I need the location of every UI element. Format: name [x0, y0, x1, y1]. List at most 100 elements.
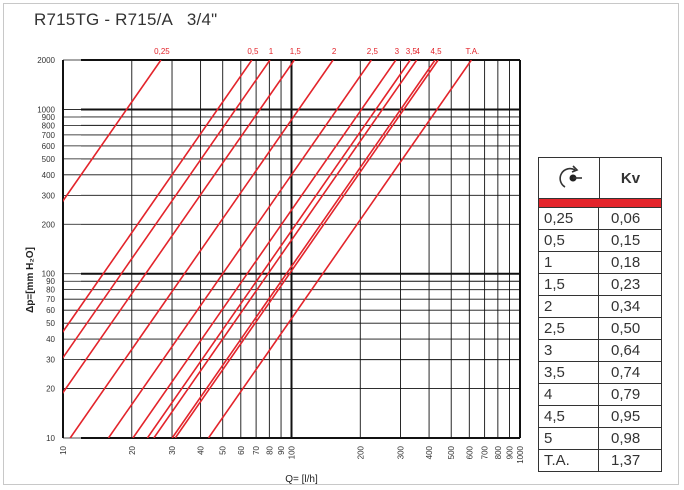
x-tick-label: 70 — [252, 445, 261, 454]
x-tick-label: 200 — [356, 445, 365, 459]
kv-value-cell: 0,79 — [611, 386, 641, 403]
kv-turns-cell: 4 — [539, 384, 599, 405]
curve-5 — [174, 60, 439, 438]
valve-turns-icon — [539, 158, 600, 198]
kv-turns-cell: 1 — [539, 252, 599, 273]
y-tick-label: 800 — [42, 121, 56, 130]
x-tick-label: 40 — [197, 445, 206, 454]
curve-label: 1,5 — [290, 47, 302, 56]
curve-45 — [171, 60, 436, 438]
curve-label: 4,5 — [430, 47, 442, 56]
curve-1 — [63, 60, 271, 359]
kv-turns-cell: 3,5 — [539, 362, 599, 383]
kv-table-row: T.A. 1,37 — [539, 450, 661, 471]
kv-value-cell: 0,74 — [611, 364, 641, 381]
kv-table-row: 5 0,98 — [539, 428, 661, 450]
curve-label: 4 — [416, 47, 421, 56]
curve-05 — [63, 60, 253, 333]
x-tick-label: 10 — [59, 445, 68, 454]
kv-turns-cell: 0,25 — [539, 208, 599, 229]
curve-label: T.A. — [465, 47, 479, 56]
kv-turns-cell: 0,5 — [539, 230, 599, 251]
curve-label: 1 — [269, 47, 274, 56]
kv-turns-cell: 2,5 — [539, 318, 599, 339]
curve-label: 3 — [395, 47, 400, 56]
kv-value-cell: 0,50 — [611, 320, 641, 337]
kv-table: Kv 0,25 0,06 0,5 0,15 1 0,18 1,5 0,23 2 0,34 2,5 0,… — [538, 157, 662, 472]
kv-turns-cell: 3 — [539, 340, 599, 361]
curve-label: 0,5 — [247, 47, 259, 56]
kv-turns-cell: 2 — [539, 296, 599, 317]
x-tick-label: 500 — [447, 445, 456, 459]
y-tick-label: 700 — [42, 131, 56, 140]
x-tick-label: 80 — [265, 445, 274, 454]
y-tick-label: 80 — [46, 286, 55, 295]
y-axis-label: Δp=[mm H₂O] — [25, 247, 36, 313]
x-tick-label: 100 — [288, 445, 297, 459]
y-tick-label: 30 — [46, 356, 55, 365]
curve-3 — [132, 60, 397, 438]
curve-label: 2 — [332, 47, 337, 56]
kv-turns-cell: 5 — [539, 428, 599, 449]
curve-label: 3,5 — [406, 47, 418, 56]
kv-turns-cell: 1,5 — [539, 274, 599, 295]
y-tick-label: 2000 — [37, 56, 55, 65]
x-tick-label: 50 — [219, 445, 228, 454]
x-tick-label: 700 — [481, 445, 490, 459]
kv-table-row: 2,5 0,50 — [539, 318, 661, 340]
curve-35 — [146, 60, 411, 438]
x-tick-label: 400 — [425, 445, 434, 459]
chart-title: R715TG - R715/A 3/4" — [34, 10, 218, 29]
x-tick-label: 800 — [494, 445, 503, 459]
y-tick-label: 500 — [42, 155, 56, 164]
curve-15 — [63, 60, 295, 394]
kv-turns-cell: 4,5 — [539, 406, 599, 427]
kv-value-cell: 0,06 — [611, 210, 641, 227]
y-tick-label: 100 — [42, 270, 56, 279]
x-tick-label: 1000 — [516, 445, 525, 463]
kv-value-cell: 0,23 — [611, 276, 641, 293]
curve-4 — [153, 60, 418, 438]
curve-TA — [207, 60, 473, 438]
y-tick-label: 70 — [46, 295, 55, 304]
y-tick-label: 400 — [42, 171, 56, 180]
kv-table-row: 4 0,79 — [539, 384, 661, 406]
y-tick-label: 40 — [46, 335, 55, 344]
kv-table-row: 1,5 0,23 — [539, 274, 661, 296]
kv-value-cell: 0,95 — [611, 408, 641, 425]
kv-value-cell: 1,37 — [611, 452, 641, 469]
y-tick-label: 1000 — [37, 105, 55, 114]
kv-table-row: 2 0,34 — [539, 296, 661, 318]
y-tick-label: 900 — [42, 113, 56, 122]
curve-25 — [107, 60, 373, 438]
x-tick-label: 600 — [465, 445, 474, 459]
y-tick-label: 300 — [42, 191, 56, 200]
curve-025 — [63, 60, 162, 203]
kv-turns-cell: T.A. — [539, 450, 599, 471]
chart-frame — [3, 3, 679, 485]
x-tick-label: 60 — [237, 445, 246, 454]
y-tick-label: 600 — [42, 142, 56, 151]
kv-header-label: Kv — [620, 169, 641, 187]
y-tick-label: 90 — [46, 277, 55, 286]
x-tick-label: 300 — [397, 445, 406, 459]
y-tick-label: 50 — [46, 319, 55, 328]
kv-value-cell: 0,15 — [611, 232, 641, 249]
y-tick-label: 10 — [46, 434, 55, 443]
x-axis-label: Q= [l/h] — [285, 474, 318, 485]
kv-table-header: Kv — [539, 158, 661, 199]
y-tick-label: 20 — [46, 385, 55, 394]
curve-2 — [69, 60, 334, 438]
kv-table-row: 3 0,64 — [539, 340, 661, 362]
x-tick-label: 900 — [506, 445, 515, 459]
kv-table-row: 0,5 0,15 — [539, 230, 661, 252]
kv-value-cell: 0,34 — [611, 298, 641, 315]
x-tick-label: 90 — [277, 445, 286, 454]
y-tick-label: 200 — [42, 220, 56, 229]
kv-table-row: 4,5 0,95 — [539, 406, 661, 428]
kv-table-row: 1 0,18 — [539, 252, 661, 274]
y-tick-label: 60 — [46, 306, 55, 315]
x-tick-label: 30 — [168, 445, 177, 454]
kv-value-cell: 0,18 — [611, 254, 641, 271]
